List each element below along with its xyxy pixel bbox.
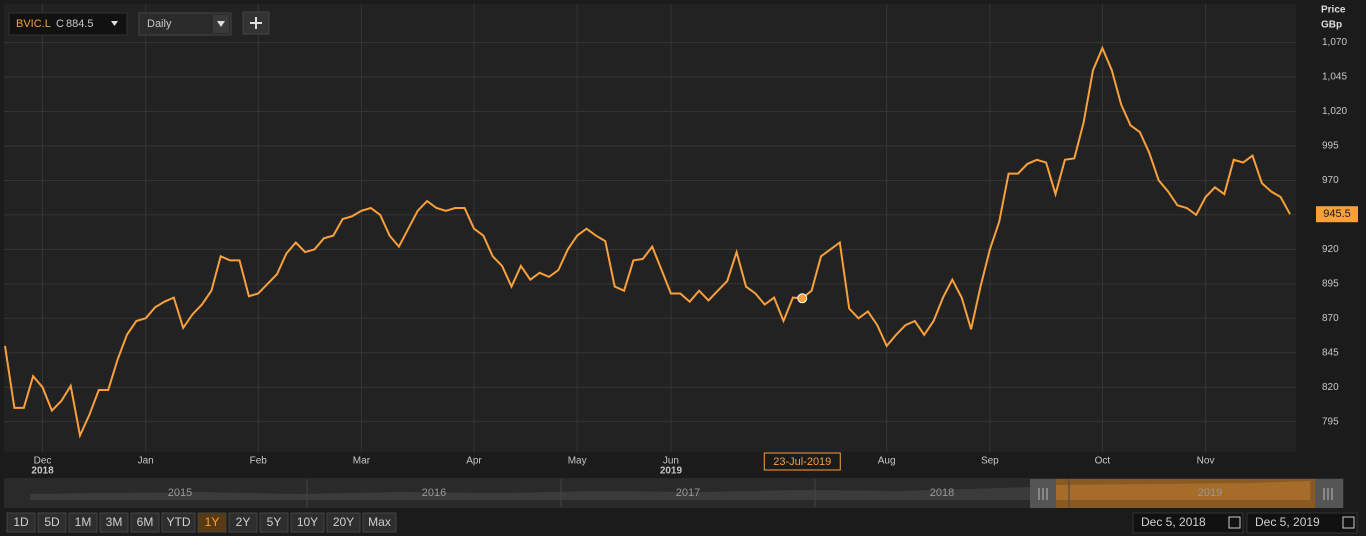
tooltip-box bbox=[763, 452, 841, 471]
y-tick-label: 895 bbox=[1322, 278, 1339, 289]
range-button[interactable] bbox=[161, 512, 196, 533]
x-tick-label: Oct bbox=[1095, 456, 1111, 467]
range-button[interactable] bbox=[326, 512, 361, 533]
date: Dec 5, 2018 bbox=[1141, 515, 1206, 529]
x-tick-label: Jan bbox=[138, 456, 154, 467]
y-tick-label: 1,020 bbox=[1322, 106, 1347, 117]
symbol: BVIC.L bbox=[16, 18, 51, 30]
navigator-year: 2019 bbox=[1198, 487, 1222, 499]
y-tick-label: 820 bbox=[1322, 382, 1339, 393]
hover-point bbox=[797, 293, 808, 304]
navigator-year: 2018 bbox=[930, 487, 954, 499]
symbol-box[interactable] bbox=[8, 12, 128, 36]
range-label: 6M bbox=[137, 515, 154, 529]
range-label: 5Y bbox=[267, 515, 282, 529]
x-tick-label: Mar bbox=[353, 456, 371, 467]
interval: Daily bbox=[147, 18, 172, 30]
range-label: YTD bbox=[167, 515, 191, 529]
y-tick-label: 795 bbox=[1322, 416, 1339, 427]
range-button[interactable] bbox=[130, 512, 160, 533]
range-label: 1M bbox=[75, 515, 92, 529]
calendar-icon bbox=[1228, 516, 1241, 529]
y-tick-label: 1,070 bbox=[1322, 37, 1347, 48]
range-button[interactable] bbox=[362, 512, 397, 533]
x-tick-label: Jun bbox=[663, 456, 679, 467]
y-tick-label: 920 bbox=[1322, 244, 1339, 255]
range-button[interactable] bbox=[6, 512, 36, 533]
axis-label: GBp bbox=[1321, 20, 1342, 31]
plus-icon bbox=[250, 17, 262, 29]
range-label: 5D bbox=[44, 515, 60, 529]
range-button[interactable] bbox=[99, 512, 129, 533]
date: Dec 5, 2019 bbox=[1255, 515, 1320, 529]
range-label: 20Y bbox=[333, 515, 354, 529]
x-tick-label: Nov bbox=[1197, 456, 1215, 467]
range-button[interactable] bbox=[228, 512, 258, 533]
navigator-year: 2016 bbox=[422, 487, 446, 499]
range-label: 2Y bbox=[236, 515, 251, 529]
range-button[interactable] bbox=[37, 512, 67, 533]
x-tick-label: May bbox=[568, 456, 587, 467]
axis-label: Price bbox=[1321, 5, 1346, 16]
range-button[interactable] bbox=[197, 512, 227, 533]
x-tick-label: Apr bbox=[466, 456, 482, 467]
y-tick-label: 970 bbox=[1322, 175, 1339, 186]
y-tick-label: 845 bbox=[1322, 347, 1339, 358]
price-line bbox=[4, 45, 1291, 439]
range-label: 1D bbox=[13, 515, 29, 529]
calendar-icon bbox=[1342, 516, 1355, 529]
interval-box[interactable] bbox=[138, 12, 232, 36]
last-price: 945.5 bbox=[1323, 208, 1351, 220]
handle-grip bbox=[1038, 488, 1333, 500]
range-label: 10Y bbox=[297, 515, 318, 529]
navigator-history bbox=[1055, 481, 1310, 500]
x-tick-label: Feb bbox=[250, 456, 268, 467]
navigator-handle[interactable] bbox=[1315, 479, 1343, 508]
navigator-year: 2015 bbox=[168, 487, 192, 499]
range-label: 1Y bbox=[205, 515, 220, 529]
range-button[interactable] bbox=[259, 512, 289, 533]
year-label: 2019 bbox=[660, 466, 683, 477]
plot-area bbox=[4, 4, 1296, 452]
navigator-history bbox=[30, 487, 1030, 500]
range-button[interactable] bbox=[290, 512, 325, 533]
range-label: Max bbox=[368, 515, 391, 529]
range-label: 3M bbox=[106, 515, 123, 529]
x-tick-label: Dec bbox=[34, 456, 52, 467]
close-value: 884.5 bbox=[66, 18, 94, 30]
tooltip: 23-Jul-2019 bbox=[773, 456, 831, 468]
x-tick-label: Sep bbox=[981, 456, 999, 467]
y-tick-label: 995 bbox=[1322, 141, 1339, 152]
last-price-box bbox=[1316, 206, 1358, 223]
navigator-year: 2017 bbox=[676, 487, 700, 499]
x-tick-label: Aug bbox=[878, 456, 896, 467]
y-tick-label: 1,045 bbox=[1322, 72, 1347, 83]
dropdown-arrow bbox=[217, 21, 225, 27]
date-box[interactable] bbox=[1132, 512, 1244, 534]
range-button[interactable] bbox=[68, 512, 98, 533]
dropdown-arrow bbox=[111, 21, 118, 26]
y-tick-label: 870 bbox=[1322, 313, 1339, 324]
close-label: C bbox=[56, 18, 64, 30]
date-box[interactable] bbox=[1246, 512, 1358, 534]
year-label: 2018 bbox=[31, 466, 54, 477]
